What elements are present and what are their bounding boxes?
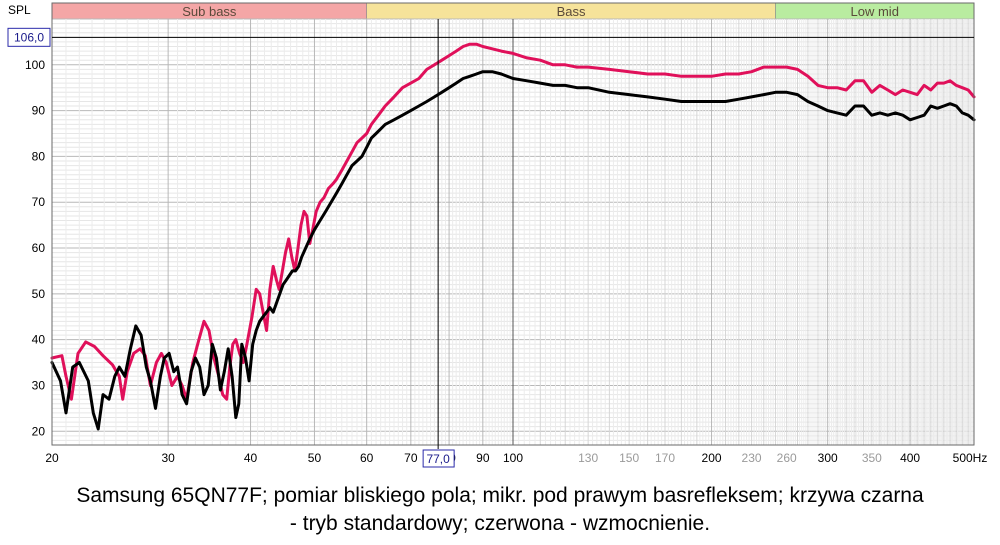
x-axis-ticks: 2030405060708090100130150170200230260300… [45,451,987,465]
band-label: Sub bass [182,4,237,19]
x-tick-label: 70 [404,451,418,465]
x-tick-label: 40 [244,451,258,465]
x-tick-label: 130 [578,451,598,465]
x-tick-label: 200 [702,451,722,465]
series-line-0 [50,42,976,401]
cursor-y-readout: 106,0 [14,30,44,44]
band-label: Bass [557,4,586,19]
x-tick-label: 500Hz [953,451,988,465]
series-line-1 [50,70,976,431]
y-axis-ticks: 20 30 40 50 60 70 80 90 100 [25,58,45,438]
x-tick-label: 400 [900,451,920,465]
cursor-y-readout-box [7,27,51,47]
frequency-response-chart: Sub bass Bass Low mid 2030405060708090100 … [7,2,988,468]
x-tick-label: 170 [655,451,675,465]
y-tick-label: 30 [32,378,46,392]
band-label: Low mid [851,4,899,19]
x-tick-label: 100 [503,451,523,465]
y-tick-label: 80 [32,149,46,163]
x-tick-label: 230 [742,451,762,465]
cursor-x-readout-box [422,449,455,468]
y-tick-label: 20 [32,424,46,438]
x-tick-label: 50 [308,451,322,465]
x-tick-label: 30 [161,451,175,465]
caption-line-2: - tryb standardowy; czerwona - wzmocnien… [289,512,711,535]
x-tick-label: 60 [360,451,374,465]
x-tick-label: 90 [476,451,490,465]
x-tick-label: 300 [818,451,838,465]
x-tick-label: 150 [619,451,639,465]
cursor-x-readout: 77,0 [426,452,450,466]
y-tick-label: 50 [32,287,46,301]
y-tick-label: 70 [32,195,46,209]
y-tick-label: 40 [32,333,46,347]
plot-frame [51,2,975,446]
cursor[interactable]: 106,0 77,0 [7,19,974,468]
series-group [50,42,976,431]
x-tick-label: 20 [45,451,59,465]
caption-line-1: Samsung 65QN77F; pomiar bliskiego pola; … [76,484,924,507]
x-tick-label: 260 [777,451,797,465]
y-tick-label: 100 [25,58,45,72]
x-tick-label: 350 [862,451,882,465]
frequency-bands: Sub bass Bass Low mid [51,2,975,20]
y-tick-label: 90 [32,104,46,118]
y-axis-label: SPL [8,3,31,17]
grid [51,18,975,446]
y-tick-label: 60 [32,241,46,255]
